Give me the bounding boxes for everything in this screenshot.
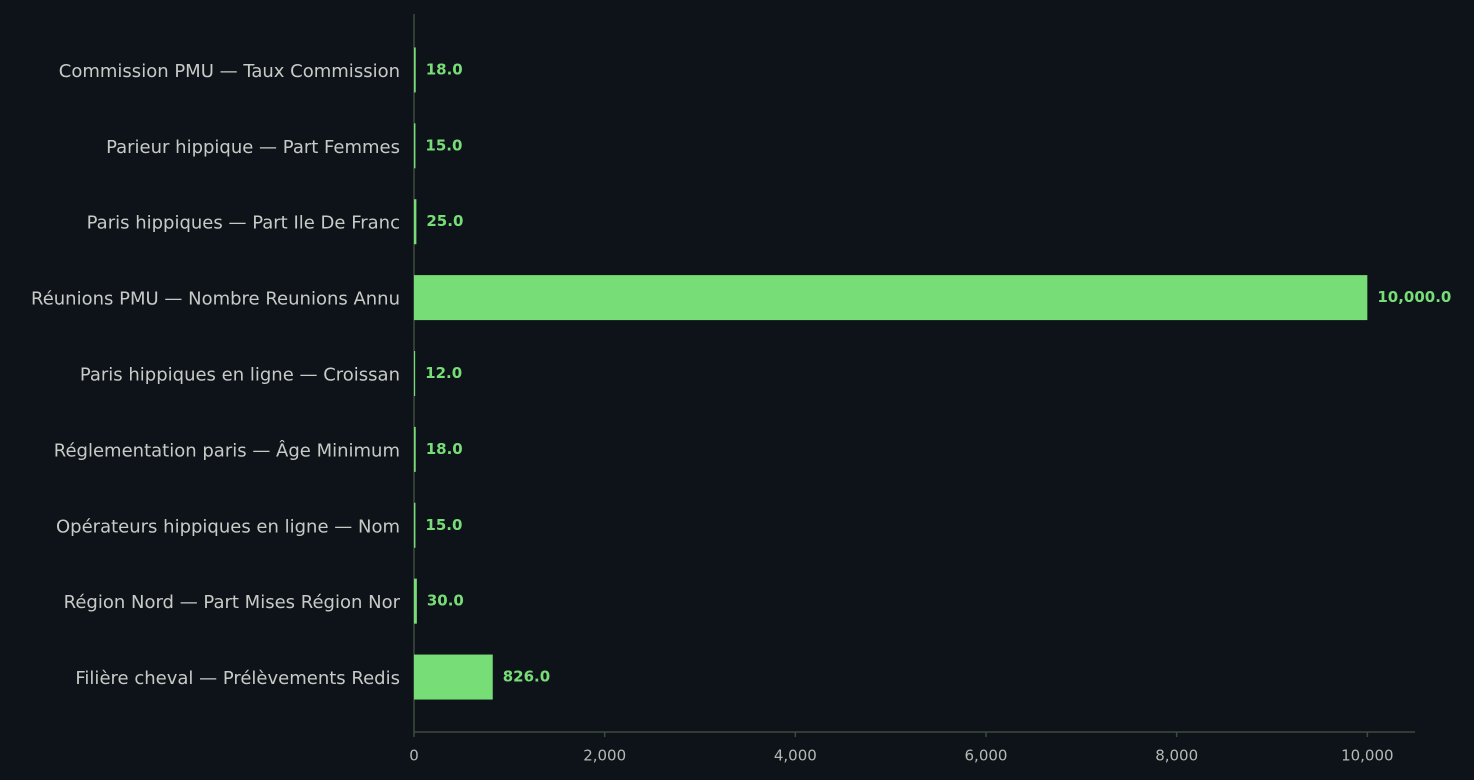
value-label: 12.0	[425, 364, 462, 382]
y-tick-label: Opérateurs hippiques en ligne — Nom	[56, 516, 400, 537]
bar	[414, 47, 416, 93]
value-label: 10,000.0	[1377, 288, 1451, 306]
value-label: 15.0	[425, 516, 462, 534]
x-tick-label: 0	[409, 747, 419, 765]
y-tick-label: Réunions PMU — Nombre Reunions Annu	[31, 289, 400, 310]
x-tick-label: 4,000	[774, 747, 817, 765]
value-label: 25.0	[426, 212, 463, 230]
x-tick-label: 10,000	[1341, 747, 1394, 765]
y-tick-label: Paris hippiques en ligne — Croissan	[80, 365, 400, 386]
y-tick-label: Parieur hippique — Part Femmes	[106, 137, 400, 158]
x-tick-label: 2,000	[583, 747, 626, 765]
y-tick-label: Paris hippiques — Part Ile De Franc	[87, 213, 400, 234]
value-label: 826.0	[503, 668, 550, 686]
value-label: 18.0	[426, 440, 463, 458]
bar	[414, 654, 493, 700]
bar	[414, 351, 416, 396]
bar	[414, 199, 417, 245]
bar	[414, 502, 416, 548]
x-tick-label: 8,000	[1155, 747, 1198, 765]
y-tick-label: Filière cheval — Prélèvements Redis	[75, 668, 400, 689]
bar	[414, 275, 1368, 321]
value-label: 18.0	[426, 60, 463, 78]
x-tick-label: 6,000	[965, 747, 1008, 765]
value-label: 15.0	[425, 136, 462, 154]
y-tick-label: Commission PMU — Taux Commission	[59, 61, 400, 82]
y-tick-label: Réglementation paris — Âge Minimum	[54, 439, 400, 461]
y-tick-label: Région Nord — Part Mises Région Nor	[64, 592, 401, 613]
bar	[414, 426, 416, 472]
value-label: 30.0	[427, 592, 464, 610]
bar	[414, 578, 417, 624]
bar	[414, 123, 416, 169]
